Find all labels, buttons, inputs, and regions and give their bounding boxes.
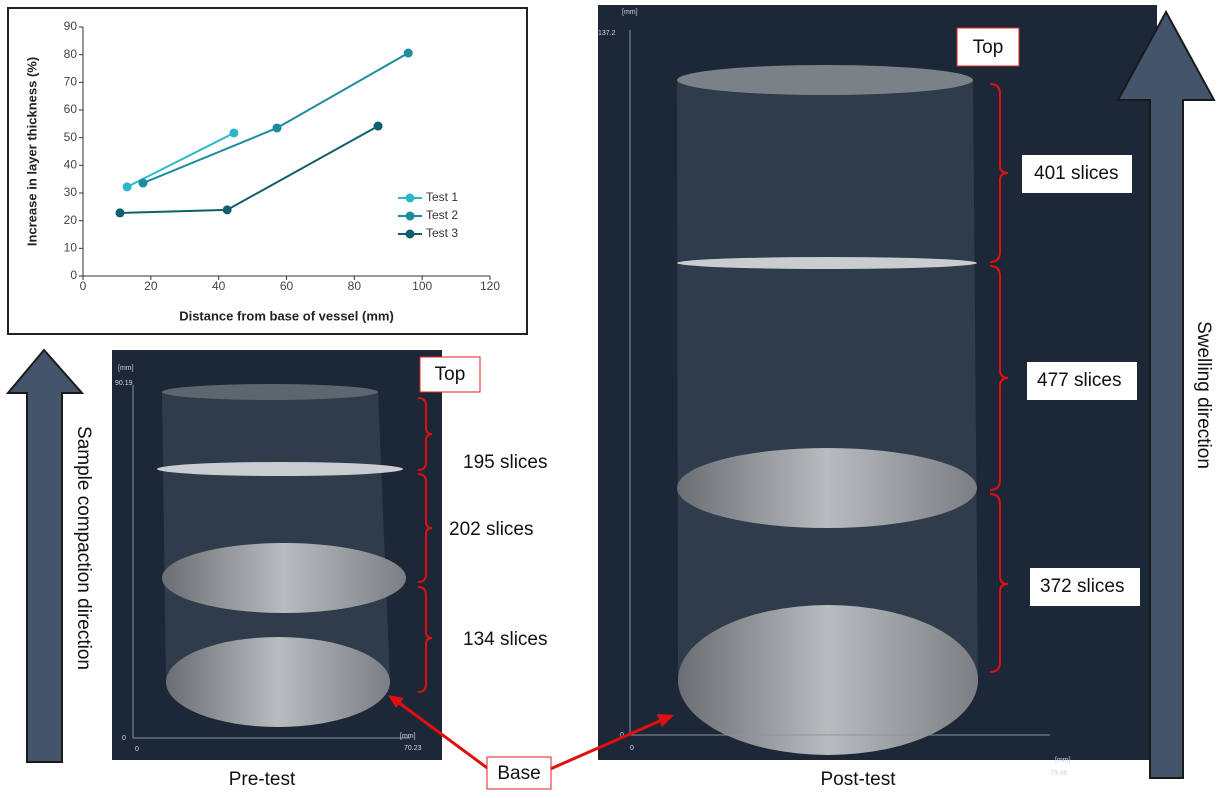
top-label: Top bbox=[973, 37, 1004, 58]
y-tick-label: 40 bbox=[64, 158, 78, 172]
y-tick-label: 10 bbox=[64, 241, 78, 255]
scale-max: 79.46 bbox=[1050, 770, 1068, 777]
data-point bbox=[123, 182, 132, 191]
data-point bbox=[115, 208, 124, 217]
slice-label: 202 slices bbox=[449, 519, 534, 540]
x-tick-label: 0 bbox=[80, 279, 87, 293]
x-tick-label: 120 bbox=[480, 279, 500, 293]
y-tick-label: 30 bbox=[64, 185, 78, 199]
data-point bbox=[273, 123, 282, 132]
scale-unit: [mm] bbox=[622, 9, 638, 16]
caption: Post-test bbox=[821, 769, 897, 790]
scale-origin: 0 bbox=[122, 735, 126, 742]
legend-label: Test 1 bbox=[426, 190, 458, 204]
y-tick-label: 60 bbox=[64, 102, 78, 116]
x-tick-label: 100 bbox=[412, 279, 432, 293]
y-axis-label: Increase in layer thickness (%) bbox=[24, 57, 39, 246]
scale-max: 90.19 bbox=[115, 380, 133, 387]
data-point bbox=[229, 128, 238, 137]
slice-label: 401 slices bbox=[1034, 163, 1119, 184]
figure: 0 10 20 30 40 50 60 70 80 90 0 20 40 60 80 100 120 Distan… bbox=[0, 0, 1223, 793]
y-tick-label: 80 bbox=[64, 47, 78, 61]
slice-label: 477 slices bbox=[1037, 370, 1122, 391]
post-test-cylinder bbox=[677, 65, 978, 755]
data-point bbox=[139, 179, 148, 188]
slice-label: 134 slices bbox=[463, 629, 548, 650]
top-label: Top bbox=[435, 364, 466, 385]
x-axis-label: Distance from base of vessel (mm) bbox=[179, 308, 394, 323]
y-tick-label: 0 bbox=[70, 268, 77, 282]
y-tick-label: 90 bbox=[64, 19, 78, 33]
data-point bbox=[374, 122, 383, 131]
x-tick-label: 60 bbox=[280, 279, 294, 293]
arrow-label: Swelling direction bbox=[1193, 321, 1214, 469]
scale-max: 70.23 bbox=[404, 745, 422, 752]
legend-label: Test 3 bbox=[426, 226, 458, 240]
scale-origin: 0 bbox=[630, 745, 634, 752]
data-point bbox=[404, 49, 413, 58]
legend-marker bbox=[406, 212, 415, 221]
scale-max: 137.2 bbox=[598, 30, 616, 37]
legend-marker bbox=[406, 194, 415, 203]
slice-label: 372 slices bbox=[1040, 576, 1125, 597]
x-tick-label: 20 bbox=[144, 279, 158, 293]
x-tick-label: 40 bbox=[212, 279, 226, 293]
scale-origin: 0 bbox=[135, 746, 139, 753]
slice-label: 195 slices bbox=[463, 452, 548, 473]
base-label: Base bbox=[497, 763, 540, 784]
caption: Pre-test bbox=[229, 769, 296, 790]
scale-unit: [mm] bbox=[1055, 757, 1071, 764]
y-tick-label: 20 bbox=[64, 213, 78, 227]
legend-label: Test 2 bbox=[426, 208, 458, 222]
pre-test-cylinder bbox=[157, 384, 406, 727]
scale-unit: [mm] bbox=[118, 365, 134, 372]
y-tick-label: 50 bbox=[64, 130, 78, 144]
scale-unit: [mm] bbox=[400, 733, 416, 740]
legend-marker bbox=[406, 230, 415, 239]
x-tick-label: 80 bbox=[348, 279, 362, 293]
data-point bbox=[223, 205, 232, 214]
arrow-label: Sample compaction direction bbox=[73, 426, 94, 670]
compaction-arrow bbox=[8, 350, 82, 762]
y-tick-label: 70 bbox=[64, 75, 78, 89]
